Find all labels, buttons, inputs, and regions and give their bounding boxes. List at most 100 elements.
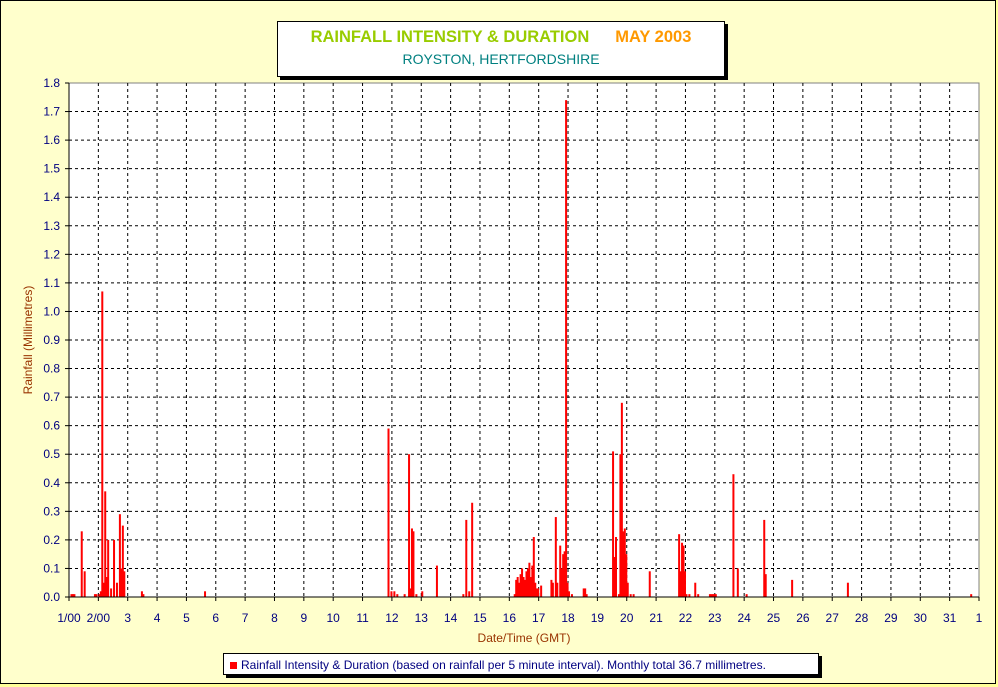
rainfall-bar — [107, 539, 110, 597]
rainfall-bar — [632, 594, 635, 597]
x-axis-ticks: 1/00 2/00 3 4 5 6 7 8 9 10 11 12 13 14 15 16 17 18 19 20 21 2… — [57, 596, 983, 625]
y-tick-label: 0.6 — [43, 419, 60, 433]
rainfall-bar — [110, 588, 113, 597]
rainfall-bar — [682, 545, 685, 597]
rainfall-bar — [562, 554, 565, 597]
rainfall-bar — [410, 528, 413, 597]
x-tick-label: 4 — [154, 611, 161, 625]
x-tick-label: 31 — [943, 611, 957, 625]
rainfall-bar — [390, 591, 393, 597]
rainfall-bar — [121, 525, 124, 597]
x-tick-label: 9 — [300, 611, 307, 625]
rainfall-bar — [556, 582, 559, 597]
rainfall-bar — [115, 582, 118, 597]
rainfall-bar — [568, 591, 571, 597]
x-tick-label: 1 — [976, 611, 983, 625]
rainfall-bar — [403, 594, 406, 597]
rainfall-bar — [629, 594, 632, 597]
rainfall-bar — [565, 100, 568, 597]
rainfall-bar — [685, 594, 688, 597]
x-tick-label: 13 — [415, 611, 429, 625]
y-tick-label: 0.8 — [43, 362, 60, 376]
x-tick-label: 12 — [385, 611, 399, 625]
plot-area — [68, 82, 980, 598]
rainfall-bar — [142, 594, 145, 597]
x-tick-label: 29 — [884, 611, 898, 625]
rainfall-bar — [535, 588, 538, 597]
x-tick-label: 19 — [591, 611, 605, 625]
x-tick-label: 8 — [271, 611, 278, 625]
rainfall-bar — [648, 571, 651, 597]
rainfall-bar — [462, 594, 465, 597]
x-tick-label: 28 — [855, 611, 869, 625]
rainfall-bar — [625, 554, 628, 597]
x-tick-label: 17 — [532, 611, 546, 625]
rainfall-bar — [626, 582, 629, 597]
rainfall-bar — [534, 582, 537, 597]
rainfall-bar — [80, 531, 83, 597]
rainfall-bar — [516, 577, 519, 597]
rainfall-bar — [613, 557, 616, 597]
rainfall-bar — [532, 537, 535, 597]
rainfall-bar — [393, 591, 396, 597]
y-tick-label: 0.5 — [43, 447, 60, 461]
rainfall-bar — [584, 588, 587, 597]
rainfall-bar — [732, 474, 735, 597]
x-tick-label: 3 — [124, 611, 131, 625]
rainfall-bar — [513, 594, 516, 597]
rainfall-bar — [525, 571, 528, 597]
rainfall-bar — [415, 594, 418, 597]
rainfall-bar — [387, 428, 390, 597]
rainfall-bar — [736, 568, 739, 597]
rainfall-bar — [123, 571, 126, 597]
x-tick-label: 24 — [737, 611, 751, 625]
y-axis-ticks: 0.0 0.1 0.2 0.3 0.4 0.5 0.6 0.7 0.8 0.9 1.0 1.1 1.2 1… — [43, 76, 70, 604]
y-tick-label: 0.0 — [43, 590, 60, 604]
legend-label: Rainfall Intensity & Duration (based on … — [241, 658, 766, 672]
rainfall-bar — [745, 594, 748, 597]
rainfall-bar — [101, 291, 104, 597]
rainfall-bar — [563, 551, 566, 597]
rainfall-bar — [615, 537, 617, 597]
rainfall-bar — [93, 594, 96, 597]
rainfall-bar — [683, 571, 686, 597]
rainfall-bar — [551, 582, 554, 597]
chart-title: RAINFALL INTENSITY & DURATION — [310, 28, 590, 46]
rainfall-bar — [681, 542, 684, 597]
rainfall-bar — [113, 539, 116, 597]
rainfall-bar — [617, 594, 620, 597]
y-tick-label: 1.2 — [43, 247, 60, 261]
rainfall-bar — [526, 568, 529, 597]
rainfall-bar — [970, 594, 973, 597]
rainfall-bar — [764, 574, 767, 597]
grid-lines — [69, 83, 979, 597]
y-tick-label: 1.7 — [43, 105, 60, 119]
x-tick-label: 10 — [327, 611, 341, 625]
rainfall-bar — [521, 568, 524, 597]
x-tick-label: 11 — [356, 611, 369, 625]
rainfall-bar — [528, 562, 531, 597]
rainfall-bar — [679, 571, 682, 597]
y-tick-label: 0.2 — [43, 533, 60, 547]
legend-swatch — [230, 662, 237, 669]
title-box: RAINFALL INTENSITY & DURATION MAY 2003 RO… — [277, 21, 725, 77]
y-tick-label: 1.3 — [43, 219, 60, 233]
rainfall-bar — [471, 502, 474, 597]
x-axis-title: Date/Time (GMT) — [478, 631, 571, 645]
rainfall-bar — [412, 531, 415, 597]
rainfall-bar — [566, 582, 569, 597]
rainfall-bar — [518, 582, 521, 597]
rainfall-bar — [83, 571, 86, 597]
rainfall-bar — [582, 588, 585, 597]
rainfall-bar — [70, 594, 73, 597]
rainfall-bar — [465, 519, 468, 597]
rainfall-bar — [540, 585, 543, 597]
rainfall-bar — [140, 591, 143, 597]
chart-subtitle: ROYSTON, HERTFORDSHIRE — [402, 51, 600, 67]
x-tick-label: 23 — [708, 611, 722, 625]
rainfall-bar — [73, 594, 76, 597]
chart-month: MAY 2003 — [615, 28, 692, 46]
x-tick-label: 1/00 — [57, 611, 81, 625]
rainfall-bar — [713, 594, 716, 597]
